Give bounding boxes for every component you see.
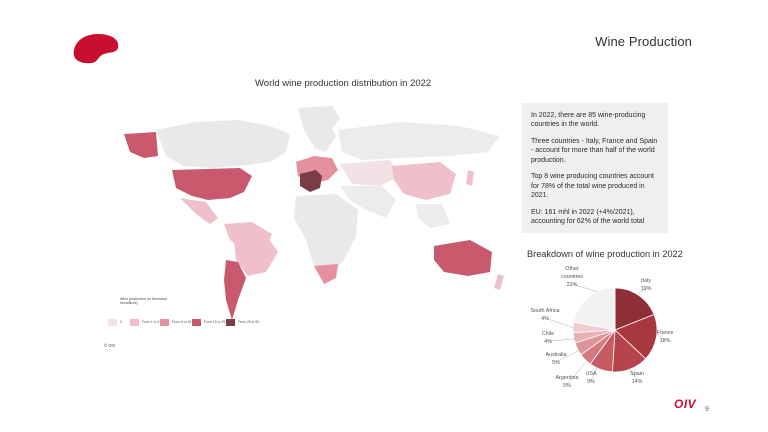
pie-label-france: France 18% — [657, 330, 674, 344]
svg-text:South Africa: South Africa — [530, 308, 559, 314]
map-scandinavia — [312, 122, 336, 152]
map-central-asia — [340, 160, 400, 186]
legend-swatch — [192, 319, 201, 326]
pie-slice-other-countries — [573, 287, 616, 331]
legend-label: From 1 to 5 — [142, 320, 160, 324]
info-box: In 2022, there are 85 wine-producing cou… — [522, 103, 668, 233]
legend-label: From 25 to 50 — [238, 320, 260, 324]
legend-swatch — [130, 319, 139, 326]
svg-text:Australia: Australia — [546, 352, 567, 358]
map-brazil — [234, 238, 278, 276]
legend-swatch — [108, 319, 117, 326]
legend-swatch — [226, 319, 235, 326]
svg-text:14%: 14% — [632, 379, 643, 385]
map-usa — [172, 168, 252, 200]
pie-chart-title: Breakdown of wine production in 2022 — [527, 249, 683, 259]
map-france-italy-spain — [300, 170, 322, 192]
pie-slice-italy — [614, 287, 655, 331]
legend-swatch — [160, 319, 169, 326]
svg-text:22%: 22% — [567, 282, 578, 288]
svg-text:Spain: Spain — [630, 371, 644, 377]
map-southeast-asia — [416, 204, 450, 228]
map-russia — [338, 122, 500, 160]
map-title: World wine production distribution in 20… — [255, 78, 432, 89]
svg-text:Other: Other — [565, 266, 579, 272]
svg-text:France: France — [657, 330, 674, 336]
world-map — [124, 106, 504, 320]
pie-label-italy: Italy 19% — [637, 278, 652, 295]
map-alaska — [124, 132, 158, 158]
info-paragraph: EU: 161 mhl in 2022 (+4%/2021), accounti… — [531, 208, 645, 226]
svg-text:4%: 4% — [544, 339, 552, 345]
info-paragraph: In 2022, there are 85 wine-producing cou… — [531, 112, 646, 129]
pie-label-australia: Australia 5% — [546, 349, 581, 366]
map-mexico — [180, 198, 218, 224]
map-china — [392, 162, 456, 200]
pie-label-south-africa: South Africa 4% — [530, 308, 575, 329]
info-paragraph: Top 8 wine producing countries account f… — [531, 173, 654, 200]
svg-text:9%: 9% — [587, 379, 595, 385]
svg-text:18%: 18% — [660, 338, 671, 344]
map-legend-title: Wine production (in thousand hectolitres… — [120, 297, 167, 306]
pie-label-chile: Chile 4% — [542, 331, 576, 345]
svg-text:19%: 19% — [641, 286, 652, 292]
map-source: © OIV — [104, 343, 116, 348]
map-south-africa — [314, 264, 338, 284]
svg-text:Chile: Chile — [542, 331, 554, 337]
svg-text:5%: 5% — [552, 360, 560, 366]
svg-text:4%: 4% — [541, 316, 549, 322]
map-new-zealand — [494, 274, 504, 290]
map-canada — [156, 120, 290, 168]
map-middle-east — [340, 186, 396, 218]
svg-text:Argentina: Argentina — [555, 375, 578, 381]
oiv-red-logo — [73, 34, 119, 64]
pie-slice-france — [614, 314, 658, 360]
page-number: 9 — [705, 406, 709, 413]
map-japan — [466, 170, 474, 186]
svg-text:countries: countries — [561, 274, 583, 280]
legend-label: From 15 to 25 — [204, 320, 226, 324]
pie-label-other-countries: Other countries 22% — [561, 266, 599, 293]
svg-text:Italy: Italy — [641, 278, 651, 284]
info-paragraph: Three countries - Italy, France and Spai… — [531, 138, 658, 164]
svg-text:5%: 5% — [563, 383, 571, 389]
map-argentina — [224, 260, 246, 320]
pie-chart: Italy 19% France 18% Spain 14% USA 9% Argentina 5… — [530, 266, 674, 389]
pie-label-spain: Spain 14% — [627, 365, 644, 385]
page-title: Wine Production — [595, 34, 692, 49]
legend-label: 0 — [120, 320, 122, 324]
map-australia — [434, 240, 492, 276]
oiv-brand-logo: OIV — [674, 397, 697, 411]
pie-label-usa: USA 9% — [585, 365, 599, 385]
map-africa — [294, 194, 358, 278]
pie-label-argentina: Argentina 5% — [555, 361, 587, 389]
svg-text:USA: USA — [585, 371, 596, 377]
legend-label: From 5 to 15 — [172, 320, 192, 324]
